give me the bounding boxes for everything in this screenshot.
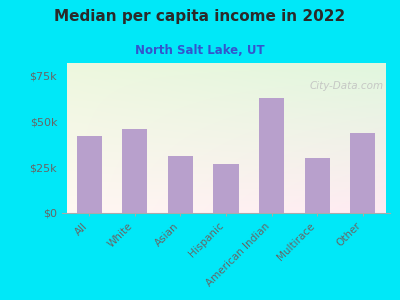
Text: Median per capita income in 2022: Median per capita income in 2022 xyxy=(54,9,346,24)
Bar xyxy=(350,133,375,213)
Bar xyxy=(77,136,102,213)
Text: City-Data.com: City-Data.com xyxy=(309,81,384,91)
Bar xyxy=(168,156,193,213)
Bar xyxy=(304,158,330,213)
Text: North Salt Lake, UT: North Salt Lake, UT xyxy=(135,44,265,56)
Bar xyxy=(122,129,148,213)
Bar xyxy=(259,98,284,213)
Bar xyxy=(214,164,238,213)
